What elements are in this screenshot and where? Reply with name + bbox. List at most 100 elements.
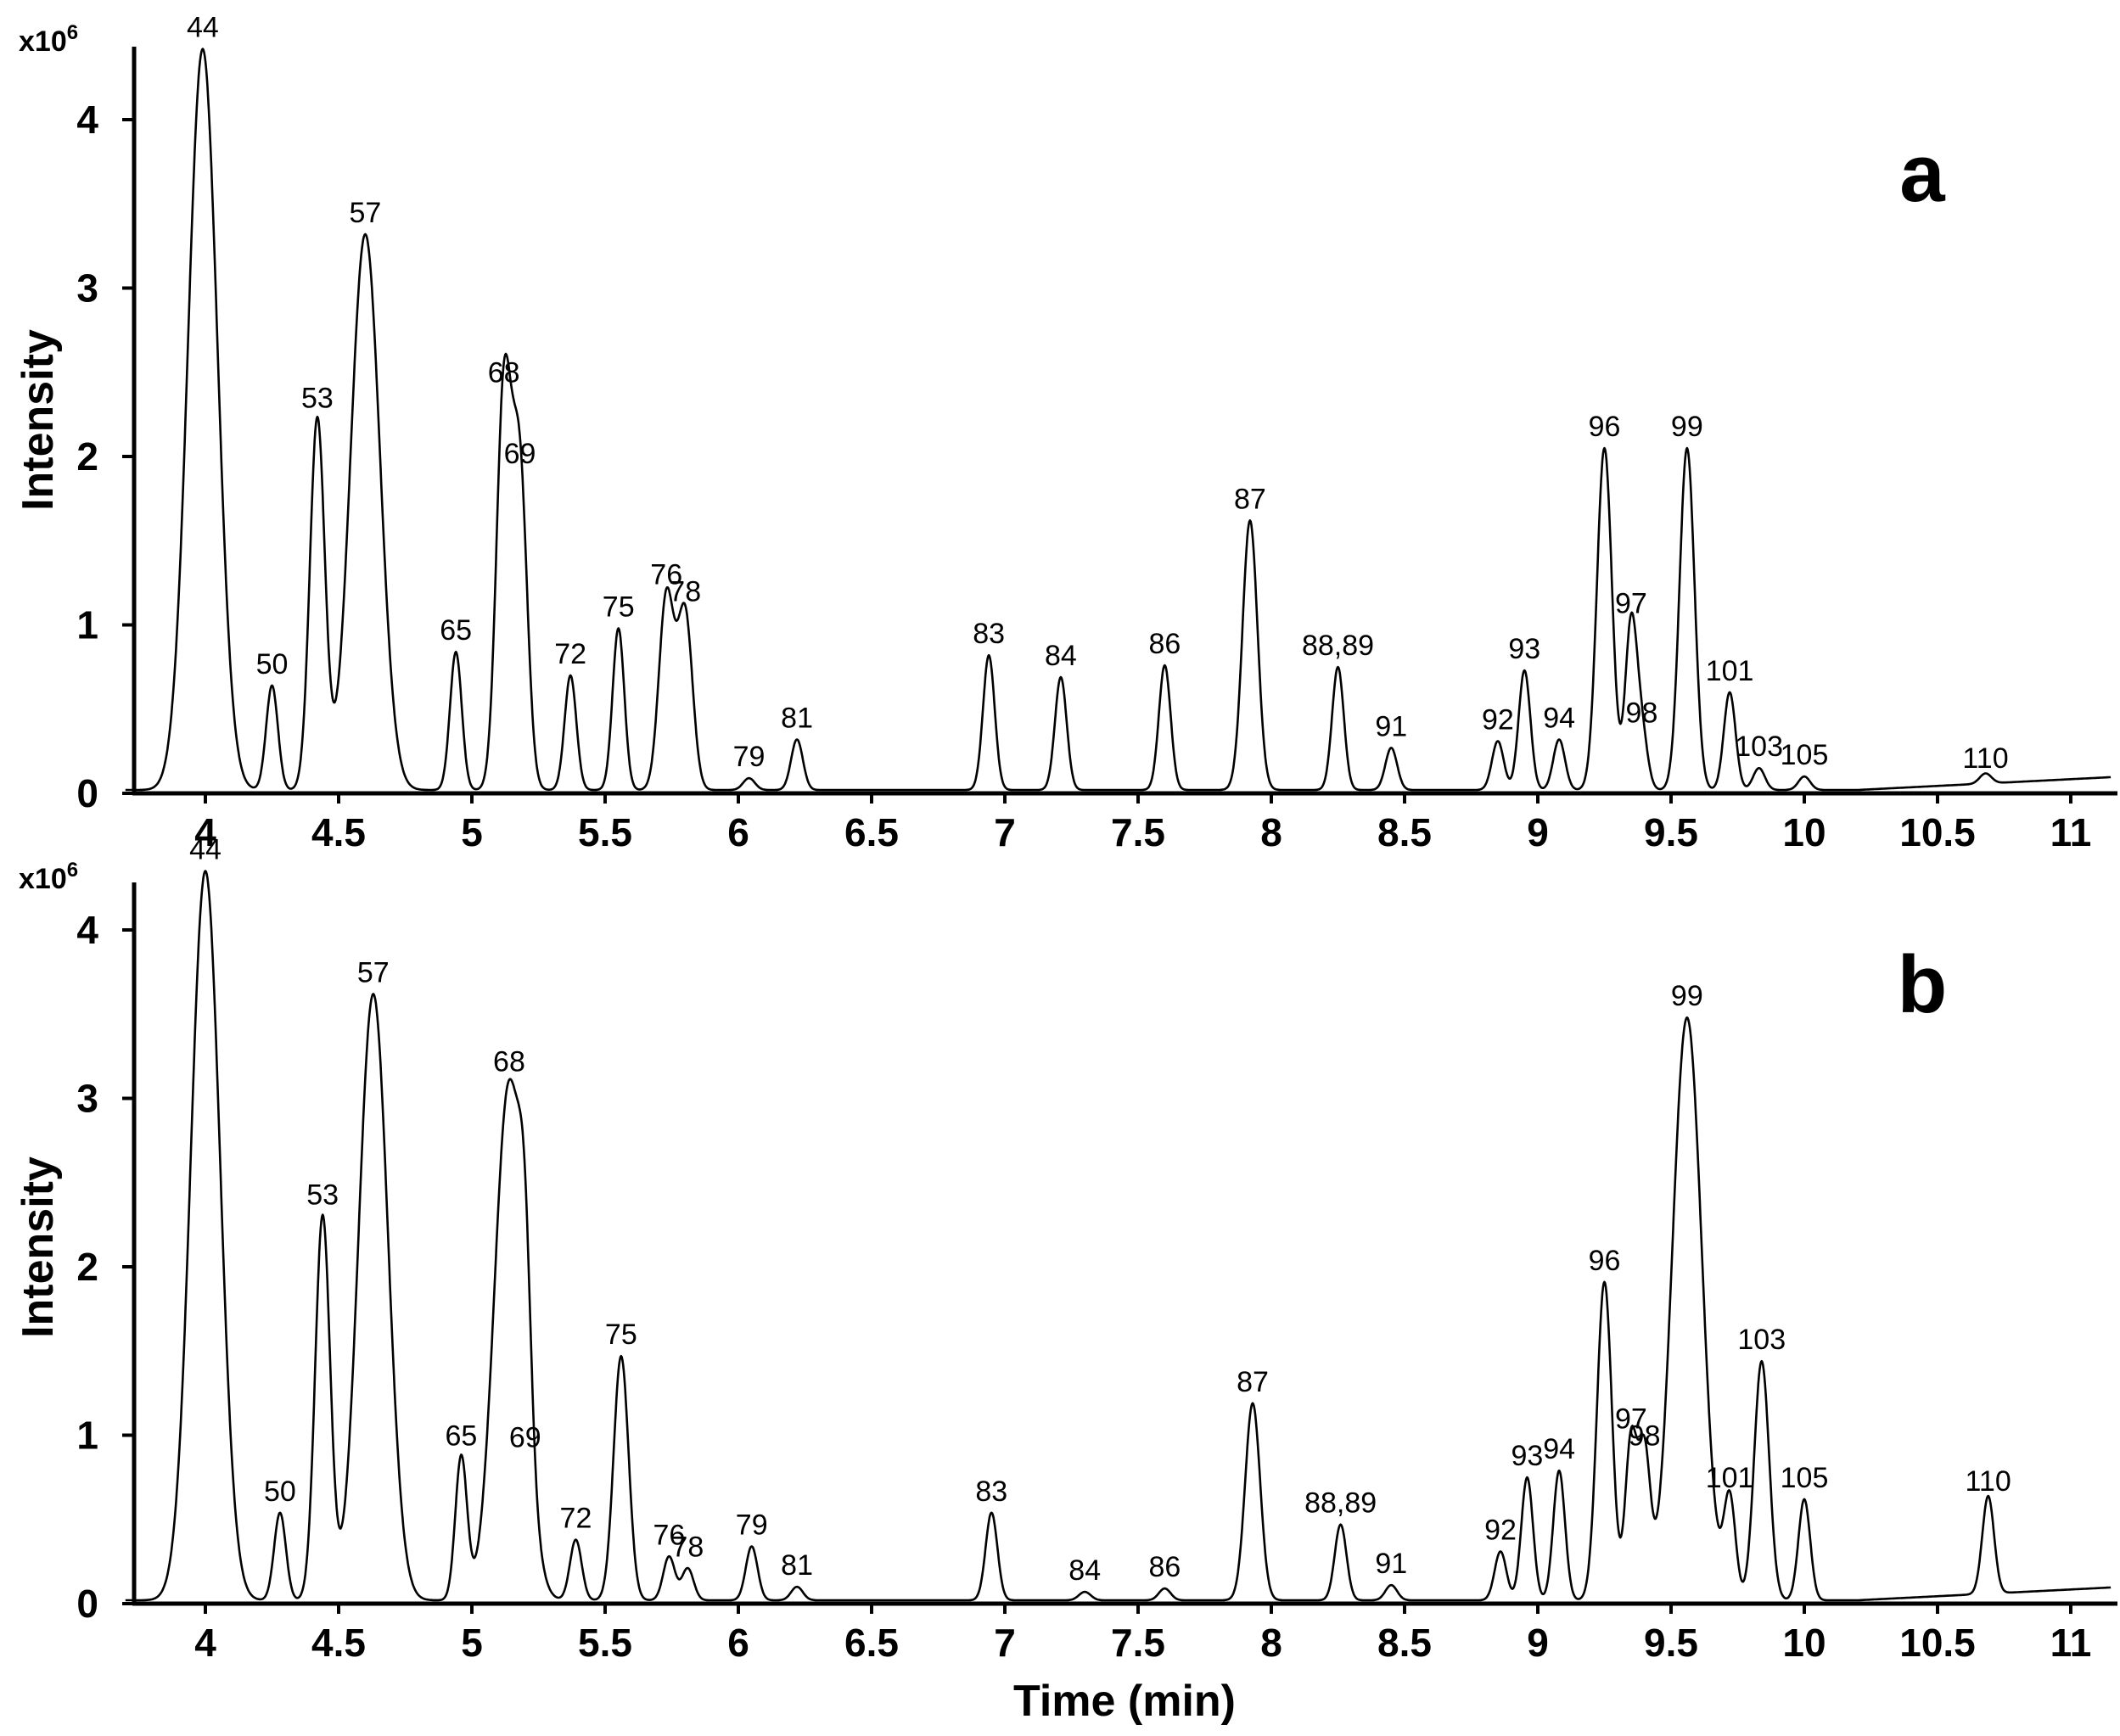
x-tick-label: 6.5 bbox=[844, 1621, 899, 1665]
y-tick-label: 3 bbox=[76, 266, 98, 311]
peak-label: 53 bbox=[301, 382, 334, 414]
panel-letter-b: b bbox=[1898, 939, 1948, 1030]
peak-label: 99 bbox=[1671, 411, 1703, 443]
peak-label: 94 bbox=[1543, 702, 1575, 734]
peak-label: 96 bbox=[1589, 411, 1621, 443]
y-multiplier-label: x106 bbox=[19, 859, 78, 895]
peak-label: 105 bbox=[1781, 1462, 1829, 1494]
peak-label: 83 bbox=[975, 1476, 1007, 1508]
x-tick-label: 9.5 bbox=[1644, 1621, 1698, 1665]
x-tick-label: 5.5 bbox=[578, 1621, 632, 1665]
peak-label: 101 bbox=[1706, 655, 1754, 687]
x-tick-label: 9 bbox=[1527, 810, 1549, 854]
chromatogram-trace bbox=[125, 48, 2112, 792]
peak-label: 103 bbox=[1735, 731, 1783, 763]
peak-label: 83 bbox=[973, 618, 1005, 650]
peak-label: 57 bbox=[357, 956, 390, 988]
x-tick-label: 8.5 bbox=[1377, 1621, 1432, 1665]
x-tick-label: 5.5 bbox=[578, 810, 632, 854]
peak-label: 78 bbox=[671, 1531, 704, 1563]
peak-label: 88,89 bbox=[1302, 630, 1374, 662]
y-multiplier-label: x106 bbox=[19, 21, 78, 58]
x-tick-label: 11 bbox=[2050, 1621, 2092, 1665]
peak-label: 44 bbox=[187, 12, 219, 44]
peak-label: 78 bbox=[669, 576, 701, 608]
peak-label: 68 bbox=[488, 357, 520, 389]
peak-label: 57 bbox=[349, 197, 381, 229]
peak-label: 97 bbox=[1615, 1403, 1647, 1435]
peak-label: 92 bbox=[1484, 1514, 1517, 1546]
x-tick-label: 4 bbox=[194, 1621, 216, 1665]
peak-label: 72 bbox=[560, 1503, 592, 1535]
peak-label: 101 bbox=[1706, 1462, 1754, 1494]
y-tick-label: 4 bbox=[76, 98, 98, 142]
x-tick-label: 8 bbox=[1260, 1621, 1282, 1665]
peak-label: 44 bbox=[189, 833, 222, 865]
x-tick-label: 8 bbox=[1260, 810, 1282, 854]
x-axis-title: Time (min) bbox=[1013, 1677, 1236, 1726]
chromatogram-panel-a: 0 1 2 3 4 4 4.5 5 5.5 6 6.5 7 7.5 8 8.5 9 9.5 10 10.5 11 x… bbox=[14, 12, 2117, 854]
x-tick-label: 4.5 bbox=[311, 1621, 366, 1665]
peak-label: 76 bbox=[653, 1519, 685, 1551]
panel-letter-a: a bbox=[1899, 128, 1945, 219]
peak-label: 65 bbox=[446, 1420, 478, 1452]
peak-label: 105 bbox=[1781, 739, 1829, 771]
peak-label: 79 bbox=[733, 741, 766, 773]
x-tick-label: 7.5 bbox=[1111, 810, 1165, 854]
peak-label: 84 bbox=[1045, 640, 1077, 672]
x-tick-label: 10.5 bbox=[1899, 1621, 1976, 1665]
peak-label: 75 bbox=[605, 1319, 637, 1351]
x-tick-label: 11 bbox=[2050, 810, 2092, 854]
y-tick-label: 3 bbox=[76, 1077, 98, 1121]
x-tick-label: 8.5 bbox=[1377, 810, 1432, 854]
peak-label: 110 bbox=[1962, 742, 2008, 775]
peak-label: 81 bbox=[781, 1549, 813, 1582]
x-tick-label: 6 bbox=[727, 1621, 749, 1665]
peak-label: 93 bbox=[1511, 1440, 1544, 1472]
peak-label: 86 bbox=[1148, 1551, 1181, 1583]
peak-label: 103 bbox=[1737, 1324, 1786, 1356]
y-tick-label: 2 bbox=[76, 434, 98, 479]
peak-label: 79 bbox=[736, 1509, 768, 1541]
x-tick-label: 9 bbox=[1527, 1621, 1549, 1665]
peak-label: 91 bbox=[1375, 1548, 1407, 1580]
peak-label: 94 bbox=[1543, 1433, 1575, 1465]
y-tick-label: 4 bbox=[76, 908, 98, 952]
x-tick-label: 5 bbox=[461, 810, 483, 854]
x-tick-label: 4 bbox=[194, 810, 216, 854]
y-axis-title: Intensity bbox=[14, 1156, 63, 1338]
peak-label: 110 bbox=[1966, 1465, 2011, 1498]
peak-label: 81 bbox=[781, 702, 813, 734]
peak-label: 96 bbox=[1589, 1245, 1621, 1277]
peak-label: 50 bbox=[256, 648, 289, 680]
x-tick-label: 7 bbox=[994, 810, 1016, 854]
x-tick-label: 10.5 bbox=[1899, 810, 1976, 854]
peak-label: 76 bbox=[650, 559, 682, 591]
peak-label: 68 bbox=[493, 1046, 525, 1078]
peak-label: 87 bbox=[1234, 483, 1266, 515]
chromatogram-trace bbox=[125, 870, 2112, 1602]
peak-label: 84 bbox=[1068, 1554, 1101, 1587]
x-tick-label: 5 bbox=[461, 1621, 483, 1665]
peak-label: 72 bbox=[554, 638, 586, 670]
peak-label: 99 bbox=[1671, 980, 1703, 1012]
peak-label: 98 bbox=[1626, 697, 1658, 729]
peak-label: 75 bbox=[603, 591, 635, 623]
x-tick-label: 6.5 bbox=[844, 810, 899, 854]
y-tick-label: 1 bbox=[76, 603, 98, 647]
x-tick-label: 7.5 bbox=[1111, 1621, 1165, 1665]
peak-label: 93 bbox=[1508, 633, 1540, 665]
peak-label: 86 bbox=[1148, 628, 1181, 660]
x-tick-label: 6 bbox=[727, 810, 749, 854]
y-tick-label: 2 bbox=[76, 1245, 98, 1289]
peak-label: 88,89 bbox=[1304, 1487, 1377, 1520]
x-tick-label: 10 bbox=[1782, 1621, 1826, 1665]
y-tick-label: 1 bbox=[76, 1414, 98, 1458]
peak-label: 92 bbox=[1482, 703, 1514, 736]
peak-label: 50 bbox=[264, 1476, 296, 1508]
peak-label: 97 bbox=[1615, 587, 1647, 619]
x-tick-label: 7 bbox=[994, 1621, 1016, 1665]
x-tick-label: 9.5 bbox=[1644, 810, 1698, 854]
peak-label: 87 bbox=[1237, 1366, 1269, 1398]
